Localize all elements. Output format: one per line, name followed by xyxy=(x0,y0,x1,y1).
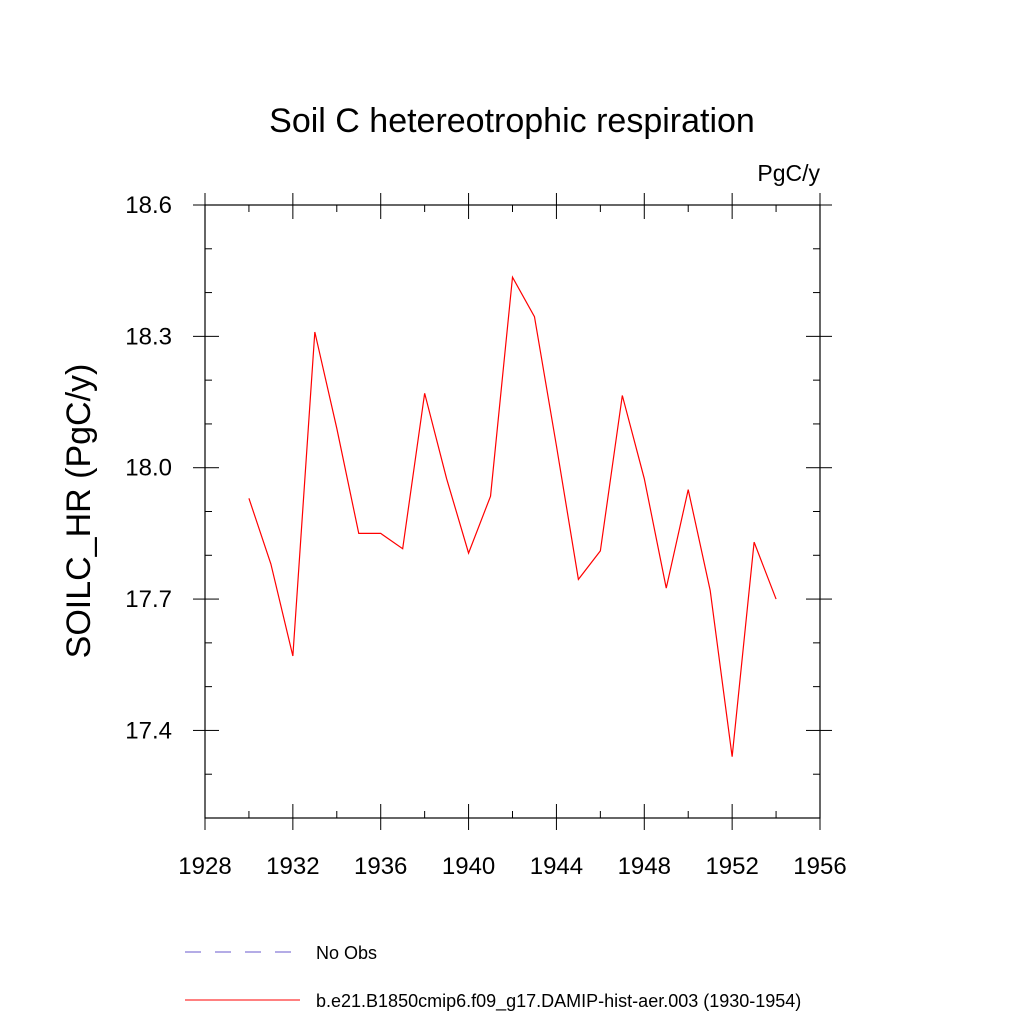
chart-title: Soil C hetereotrophic respiration xyxy=(269,102,755,140)
y-tick-labels: 17.4 17.7 18.0 18.3 18.6 xyxy=(125,192,172,744)
legend-label-model-run: b.e21.B1850cmip6.f09_g17.DAMIP-hist-aer.… xyxy=(316,991,801,1012)
x-tick-label: 1948 xyxy=(618,853,671,880)
x-tick-labels: 1928 1932 1936 1940 1944 1948 1952 1956 xyxy=(178,853,846,880)
x-tick-label: 1952 xyxy=(705,853,758,880)
x-tick-label: 1936 xyxy=(354,853,407,880)
x-tick-label: 1928 xyxy=(178,853,231,880)
units-label: PgC/y xyxy=(757,160,820,186)
x-tick-label: 1944 xyxy=(530,853,583,880)
x-tick-label: 1932 xyxy=(266,853,319,880)
y-tick-label: 18.0 xyxy=(125,455,172,482)
y-axis-label: SOILC_HR (PgC/y) xyxy=(60,364,98,659)
x-tick-label: 1956 xyxy=(793,853,846,880)
y-tick-marks xyxy=(193,204,832,819)
x-tick-marks xyxy=(204,193,821,830)
y-tick-label: 18.6 xyxy=(125,192,172,219)
legend: No Obs b.e21.B1850cmip6.f09_g17.DAMIP-hi… xyxy=(185,943,801,1012)
y-tick-label: 17.4 xyxy=(125,717,172,744)
plot-frame xyxy=(204,204,821,819)
series-line xyxy=(248,275,777,757)
y-tick-label: 17.7 xyxy=(125,586,172,613)
y-tick-label: 18.3 xyxy=(125,323,172,350)
legend-label-no-obs: No Obs xyxy=(316,943,377,963)
x-tick-label: 1940 xyxy=(442,853,495,880)
